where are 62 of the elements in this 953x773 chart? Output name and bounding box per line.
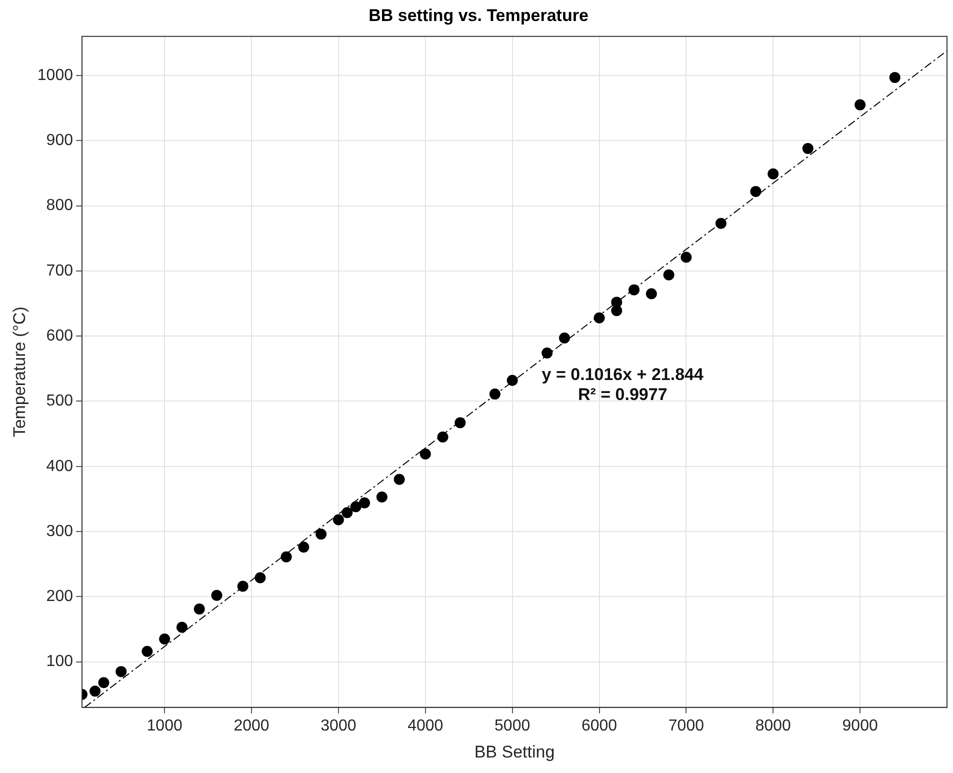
point xyxy=(316,528,327,540)
point xyxy=(211,590,222,601)
point xyxy=(159,633,170,644)
point xyxy=(332,514,344,526)
point xyxy=(98,677,110,688)
point xyxy=(854,99,866,110)
point xyxy=(611,296,622,308)
y-axis-title: Temperature (°C) xyxy=(10,306,29,438)
point xyxy=(594,312,605,324)
point xyxy=(420,448,431,460)
point xyxy=(506,374,518,386)
point xyxy=(237,580,248,592)
point xyxy=(394,474,405,485)
chart-title: BB setting vs. Temperature xyxy=(368,6,588,25)
point xyxy=(750,186,762,197)
point xyxy=(489,388,500,400)
x-tick-label: 8000 xyxy=(755,717,792,734)
point xyxy=(280,551,292,562)
point xyxy=(715,218,726,229)
x-tick-label: 7000 xyxy=(668,717,704,734)
x-tick-label: 3000 xyxy=(320,717,356,734)
point xyxy=(628,284,640,296)
point xyxy=(350,501,362,512)
point xyxy=(194,604,205,615)
point xyxy=(90,686,101,697)
point xyxy=(663,269,674,280)
point xyxy=(542,348,553,359)
y-tick-label: 200 xyxy=(46,588,74,606)
point xyxy=(142,646,153,657)
annotation: y = 0.1016x + 21.844 xyxy=(542,364,704,384)
point xyxy=(768,168,779,180)
point xyxy=(176,622,188,633)
point xyxy=(342,507,353,518)
point xyxy=(454,417,466,428)
y-tick-label: 300 xyxy=(46,522,74,540)
x-tick-label: 4000 xyxy=(408,717,444,734)
x-tick-label: 5000 xyxy=(494,717,530,734)
point xyxy=(680,252,692,263)
point xyxy=(116,666,127,678)
y-tick-label: 500 xyxy=(46,392,74,410)
x-tick-label: 2000 xyxy=(234,717,270,734)
point xyxy=(376,491,388,502)
point xyxy=(254,572,266,584)
point xyxy=(437,432,448,443)
x-axis-title: BB Setting xyxy=(474,742,555,762)
x-tick-label: 6000 xyxy=(581,717,618,734)
x-tick-label: 9000 xyxy=(842,717,878,734)
point xyxy=(359,497,370,508)
y-tick-label: 400 xyxy=(46,458,74,475)
x-tick-label: 1000 xyxy=(146,717,182,734)
y-tick-label: 800 xyxy=(46,197,74,214)
point xyxy=(646,288,657,300)
point xyxy=(802,142,814,154)
annotation: R² = 0.9977 xyxy=(578,384,668,404)
point xyxy=(558,332,570,344)
point xyxy=(298,542,310,553)
y-tick-label: 700 xyxy=(46,262,74,280)
point xyxy=(889,72,900,83)
y-tick-label: 1000 xyxy=(37,66,74,84)
y-tick-label: 600 xyxy=(46,327,74,344)
y-tick-label: 100 xyxy=(46,653,74,670)
y-tick-label: 900 xyxy=(46,132,74,150)
